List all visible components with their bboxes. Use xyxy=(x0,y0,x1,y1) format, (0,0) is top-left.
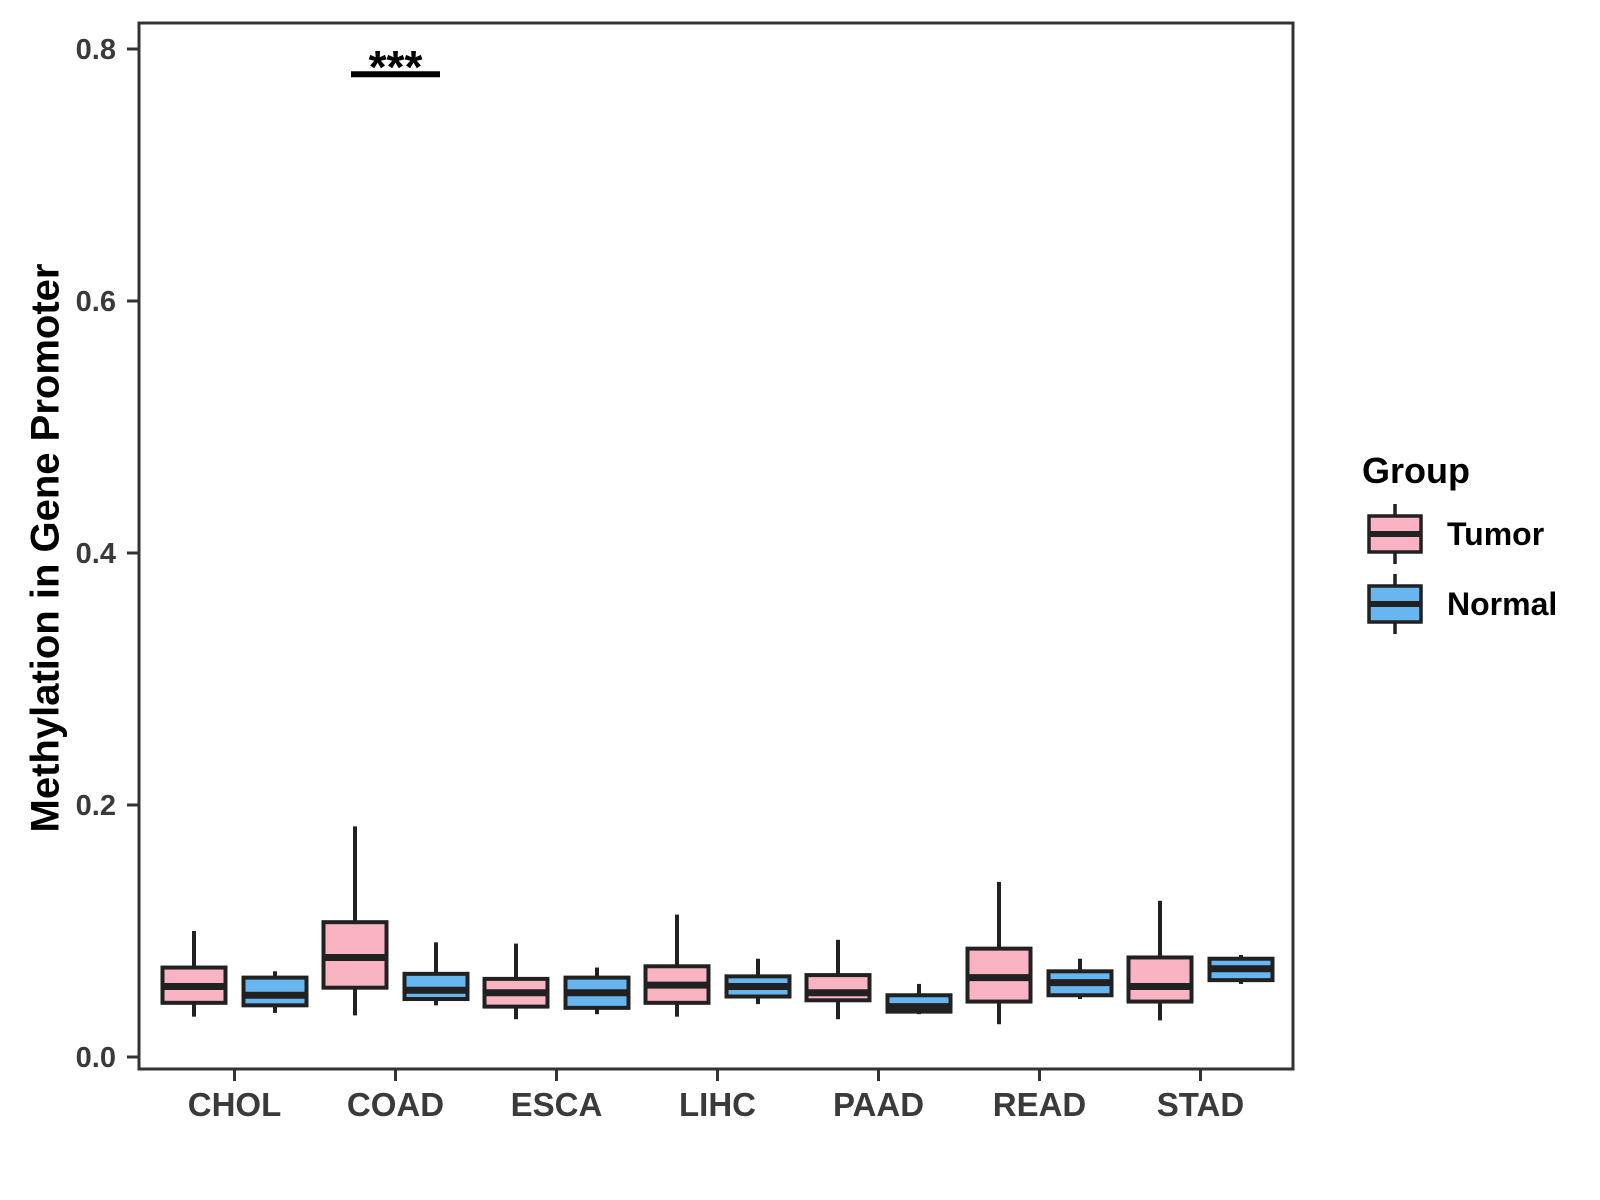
boxplot-ESCA-Tumor xyxy=(482,943,550,1020)
x-tick-label: CHOL xyxy=(188,1086,282,1123)
x-tick-label: LIHC xyxy=(679,1086,756,1123)
y-tick-label: 0.0 xyxy=(76,1042,116,1074)
panel-border xyxy=(137,21,1295,1071)
significance-annotation: *** xyxy=(351,41,440,93)
boxplot-COAD-Tumor xyxy=(321,826,389,1016)
boxplot-COAD-Normal xyxy=(402,942,470,1006)
x-tick-label: COAD xyxy=(347,1086,444,1123)
legend-glyph-tumor-icon xyxy=(1367,504,1423,564)
x-tick-label: READ xyxy=(993,1086,1087,1123)
x-tick-label: ESCA xyxy=(511,1086,603,1123)
box xyxy=(241,975,309,1008)
x-axis: CHOL COAD ESCA LIHC PAAD READ STAD xyxy=(188,1069,1244,1123)
box xyxy=(402,971,470,1002)
boxplot-STAD-Normal xyxy=(1207,954,1275,984)
boxplot-LIHC-Tumor xyxy=(643,914,711,1017)
boxplot-PAAD-Tumor xyxy=(804,939,872,1020)
boxplot-STAD-Tumor xyxy=(1126,900,1194,1021)
legend-label-tumor: Tumor xyxy=(1447,515,1545,552)
box xyxy=(1126,955,1194,1004)
boxplot-CHOL-Tumor xyxy=(160,931,228,1017)
y-tick-label: 0.2 xyxy=(76,790,116,822)
legend-entry-tumor: Tumor xyxy=(1367,501,1544,567)
y-tick-label: 0.6 xyxy=(76,286,116,318)
legend-title: Group xyxy=(1362,450,1470,491)
x-tick-label: STAD xyxy=(1157,1086,1244,1123)
x-tick-label: PAAD xyxy=(833,1086,924,1123)
legend-label-normal: Normal xyxy=(1447,585,1558,622)
boxplot-READ-Tumor xyxy=(965,881,1033,1025)
boxplot-READ-Normal xyxy=(1046,958,1114,1000)
y-axis: 0.0 0.2 0.4 0.6 0.8 xyxy=(76,34,139,1074)
significance-stars: *** xyxy=(369,41,423,93)
legend-glyph-normal-icon xyxy=(1367,574,1423,634)
y-axis-title: Methylation in Gene Promoter xyxy=(23,263,68,833)
y-tick-label: 0.8 xyxy=(76,34,116,66)
boxplot-PAAD-Normal xyxy=(885,983,953,1015)
legend-entry-normal: Normal xyxy=(1367,571,1557,637)
boxplot-LIHC-Normal xyxy=(724,958,792,1005)
boxplot-ESCA-Normal xyxy=(563,967,631,1015)
boxplot-CHOL-Normal xyxy=(241,971,309,1013)
box xyxy=(804,973,872,1003)
y-tick-label: 0.4 xyxy=(76,538,116,570)
